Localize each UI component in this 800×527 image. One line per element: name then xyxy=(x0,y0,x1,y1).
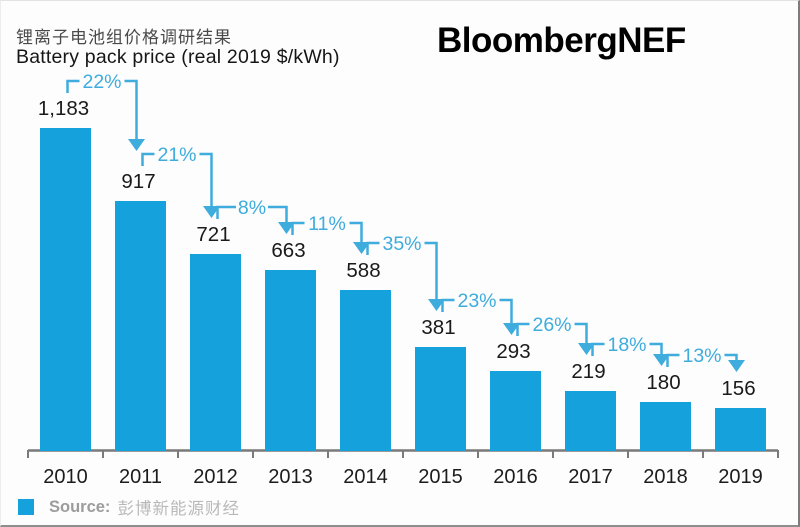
year-label-2017: 2017 xyxy=(568,466,613,488)
year-label-2013: 2013 xyxy=(268,466,313,488)
decline-arrow-2018-2019: 13% xyxy=(666,345,745,372)
bracket-left xyxy=(141,152,155,166)
bar-2010 xyxy=(40,128,91,451)
down-arrowhead xyxy=(353,242,370,254)
source-label: Source: xyxy=(49,497,111,516)
bracket-right xyxy=(499,298,513,324)
bracket-left xyxy=(591,342,605,356)
decline-label: 26% xyxy=(532,314,571,336)
decline-arrow-2012-2013: 8% xyxy=(216,197,295,234)
bar-2017 xyxy=(565,391,616,451)
bracket-left xyxy=(366,241,380,255)
bar-2016 xyxy=(490,371,541,451)
decline-arrow-2016-2017: 26% xyxy=(516,314,595,355)
bracket-right xyxy=(124,79,138,140)
down-arrowhead xyxy=(728,360,745,372)
decline-arrow-2011-2012: 21% xyxy=(141,144,220,218)
value-label-2016: 293 xyxy=(496,340,530,363)
year-label-2012: 2012 xyxy=(193,466,238,488)
decline-label: 13% xyxy=(682,345,721,367)
value-label-2011: 917 xyxy=(121,170,155,193)
bracket-right xyxy=(424,241,438,300)
down-arrowhead xyxy=(578,343,595,355)
decline-label: 21% xyxy=(157,144,196,166)
bloombergnef-logo: BloombergNEF xyxy=(437,21,686,60)
bar-2015 xyxy=(415,347,466,451)
value-label-2015: 381 xyxy=(421,316,455,339)
down-arrowhead xyxy=(128,139,145,151)
year-label-2011: 2011 xyxy=(119,466,162,488)
down-arrowhead xyxy=(278,222,295,234)
bracket-left xyxy=(666,353,680,367)
decline-label: 35% xyxy=(382,233,421,255)
value-label-2014: 588 xyxy=(346,259,380,282)
value-label-2019: 156 xyxy=(721,377,755,400)
bracket-left xyxy=(516,322,530,336)
bar-2014 xyxy=(340,290,391,451)
bracket-left xyxy=(291,221,305,235)
decline-arrow-2017-2018: 18% xyxy=(591,334,670,366)
decline-label: 22% xyxy=(82,71,121,93)
bar-2018 xyxy=(640,402,691,451)
year-label-2016: 2016 xyxy=(493,466,538,488)
bar-2013 xyxy=(265,270,316,451)
decline-label: 8% xyxy=(238,197,266,219)
value-label-2012: 721 xyxy=(196,223,230,246)
down-arrowhead xyxy=(428,299,445,311)
bracket-right xyxy=(724,353,738,361)
year-label-2018: 2018 xyxy=(643,466,688,488)
chart-title-zh: 锂离子电池组价格调研结果 xyxy=(16,28,232,47)
decline-arrow-2013-2014: 11% xyxy=(291,213,370,254)
bracket-right xyxy=(649,342,663,355)
bracket-left xyxy=(216,205,236,219)
year-label-2014: 2014 xyxy=(343,466,388,488)
decline-label: 18% xyxy=(607,334,646,356)
source-row: Source: 彭博新能源财经 xyxy=(18,495,240,519)
down-arrowhead xyxy=(503,323,520,335)
bracket-left xyxy=(66,79,80,93)
value-label-2017: 219 xyxy=(571,360,605,383)
down-arrowhead xyxy=(653,354,670,366)
chart-title-en: Battery pack price (real 2019 $/kWh) xyxy=(16,46,340,68)
legend-swatch xyxy=(18,499,34,515)
year-label-2015: 2015 xyxy=(418,466,463,488)
bracket-right xyxy=(199,152,213,207)
year-label-2019: 2019 xyxy=(718,466,763,488)
bracket-right xyxy=(349,221,363,243)
source-value: 彭博新能源财经 xyxy=(117,500,240,518)
down-arrowhead xyxy=(203,206,220,218)
decline-arrow-2010-2011: 22% xyxy=(66,71,145,151)
bracket-left xyxy=(441,298,455,312)
bar-2011 xyxy=(115,201,166,451)
bracket-right xyxy=(574,322,588,344)
bar-2012 xyxy=(190,254,241,451)
decline-arrow-2015-2016: 23% xyxy=(441,290,520,335)
decline-label: 11% xyxy=(308,213,346,235)
decline-label: 23% xyxy=(457,290,496,312)
bar-2019 xyxy=(715,408,766,451)
value-label-2018: 180 xyxy=(646,371,680,394)
bracket-right xyxy=(268,205,288,223)
value-label-2013: 663 xyxy=(271,239,305,262)
year-label-2010: 2010 xyxy=(43,466,88,488)
decline-arrow-2014-2015: 35% xyxy=(366,233,445,311)
value-label-2010: 1,183 xyxy=(38,97,89,120)
